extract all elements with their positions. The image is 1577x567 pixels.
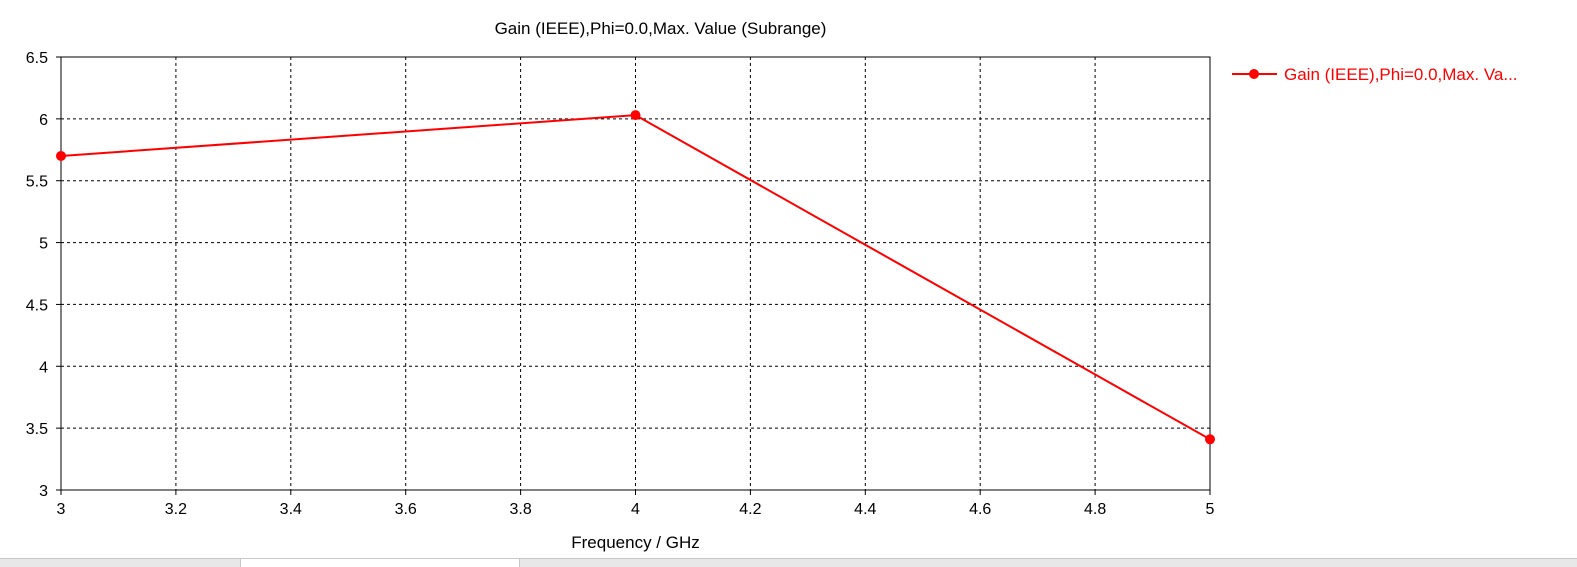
series-line xyxy=(60,114,1211,441)
legend[interactable]: Gain (IEEE),Phi=0.0,Max. Va... xyxy=(1232,65,1518,84)
data-point[interactable] xyxy=(56,150,66,161)
x-tick-label: 4.6 xyxy=(969,501,991,518)
x-tick-label: 5 xyxy=(1206,501,1215,518)
y-tick-label: 5.5 xyxy=(26,174,48,191)
x-tick-label: 3.2 xyxy=(165,501,187,518)
x-tick-label: 3.4 xyxy=(280,501,302,518)
y-tick-label: 4 xyxy=(39,359,48,376)
x-tick-label: 4.8 xyxy=(1084,501,1106,518)
series-layer xyxy=(56,110,1215,445)
scrollbar-thumb[interactable] xyxy=(240,559,520,567)
grid xyxy=(61,57,1210,490)
legend-entry-label[interactable]: Gain (IEEE),Phi=0.0,Max. Va... xyxy=(1284,65,1518,84)
y-tick-label: 3 xyxy=(39,483,48,500)
x-tick-label: 4 xyxy=(631,501,640,518)
y-tick-label: 4.5 xyxy=(26,297,48,314)
y-tick-label: 5 xyxy=(39,236,48,253)
horizontal-scrollbar[interactable] xyxy=(0,558,1577,567)
x-tick-label: 3 xyxy=(57,501,66,518)
x-tick-label: 4.4 xyxy=(854,501,876,518)
y-tick-label: 6 xyxy=(39,112,48,129)
data-point[interactable] xyxy=(630,110,641,121)
legend-marker xyxy=(1249,69,1259,79)
x-axis-label: Frequency / GHz xyxy=(571,533,700,552)
x-tick-label: 3.8 xyxy=(509,501,531,518)
data-point[interactable] xyxy=(1205,434,1215,445)
axis-ticks: 3 3.2 3.4 3.6 3.8 4 4.2 4.4 4.6 4.8 5 3 3.5 4 4.5 5 5.5 6… xyxy=(26,50,1215,518)
y-tick-label: 6.5 xyxy=(26,50,48,67)
y-tick-label: 3.5 xyxy=(26,421,48,438)
chart-title: Gain (IEEE),Phi=0.0,Max. Value (Subrange… xyxy=(495,19,827,38)
x-tick-label: 3.6 xyxy=(395,501,417,518)
x-tick-label: 4.2 xyxy=(739,501,761,518)
